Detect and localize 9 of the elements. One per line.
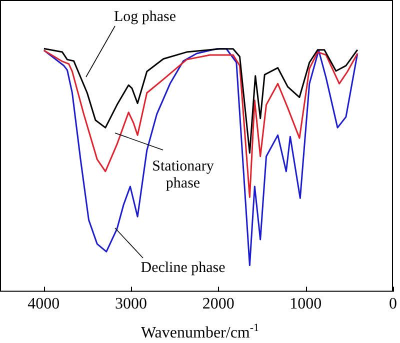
annotation: Stationary phase <box>152 158 214 192</box>
x-tick-label: 2000 <box>202 296 234 313</box>
x-tick-label: 0 <box>389 296 397 313</box>
annotation: Decline phase <box>140 260 226 276</box>
x-tick-label: 4000 <box>28 296 60 313</box>
text: Log phase <box>114 8 176 25</box>
x-tick-label: 1000 <box>290 296 322 313</box>
x-axis-title: Wavenumber/cm$^{-1}$ <box>140 321 260 343</box>
x-tick-label: 3000 <box>115 296 147 313</box>
